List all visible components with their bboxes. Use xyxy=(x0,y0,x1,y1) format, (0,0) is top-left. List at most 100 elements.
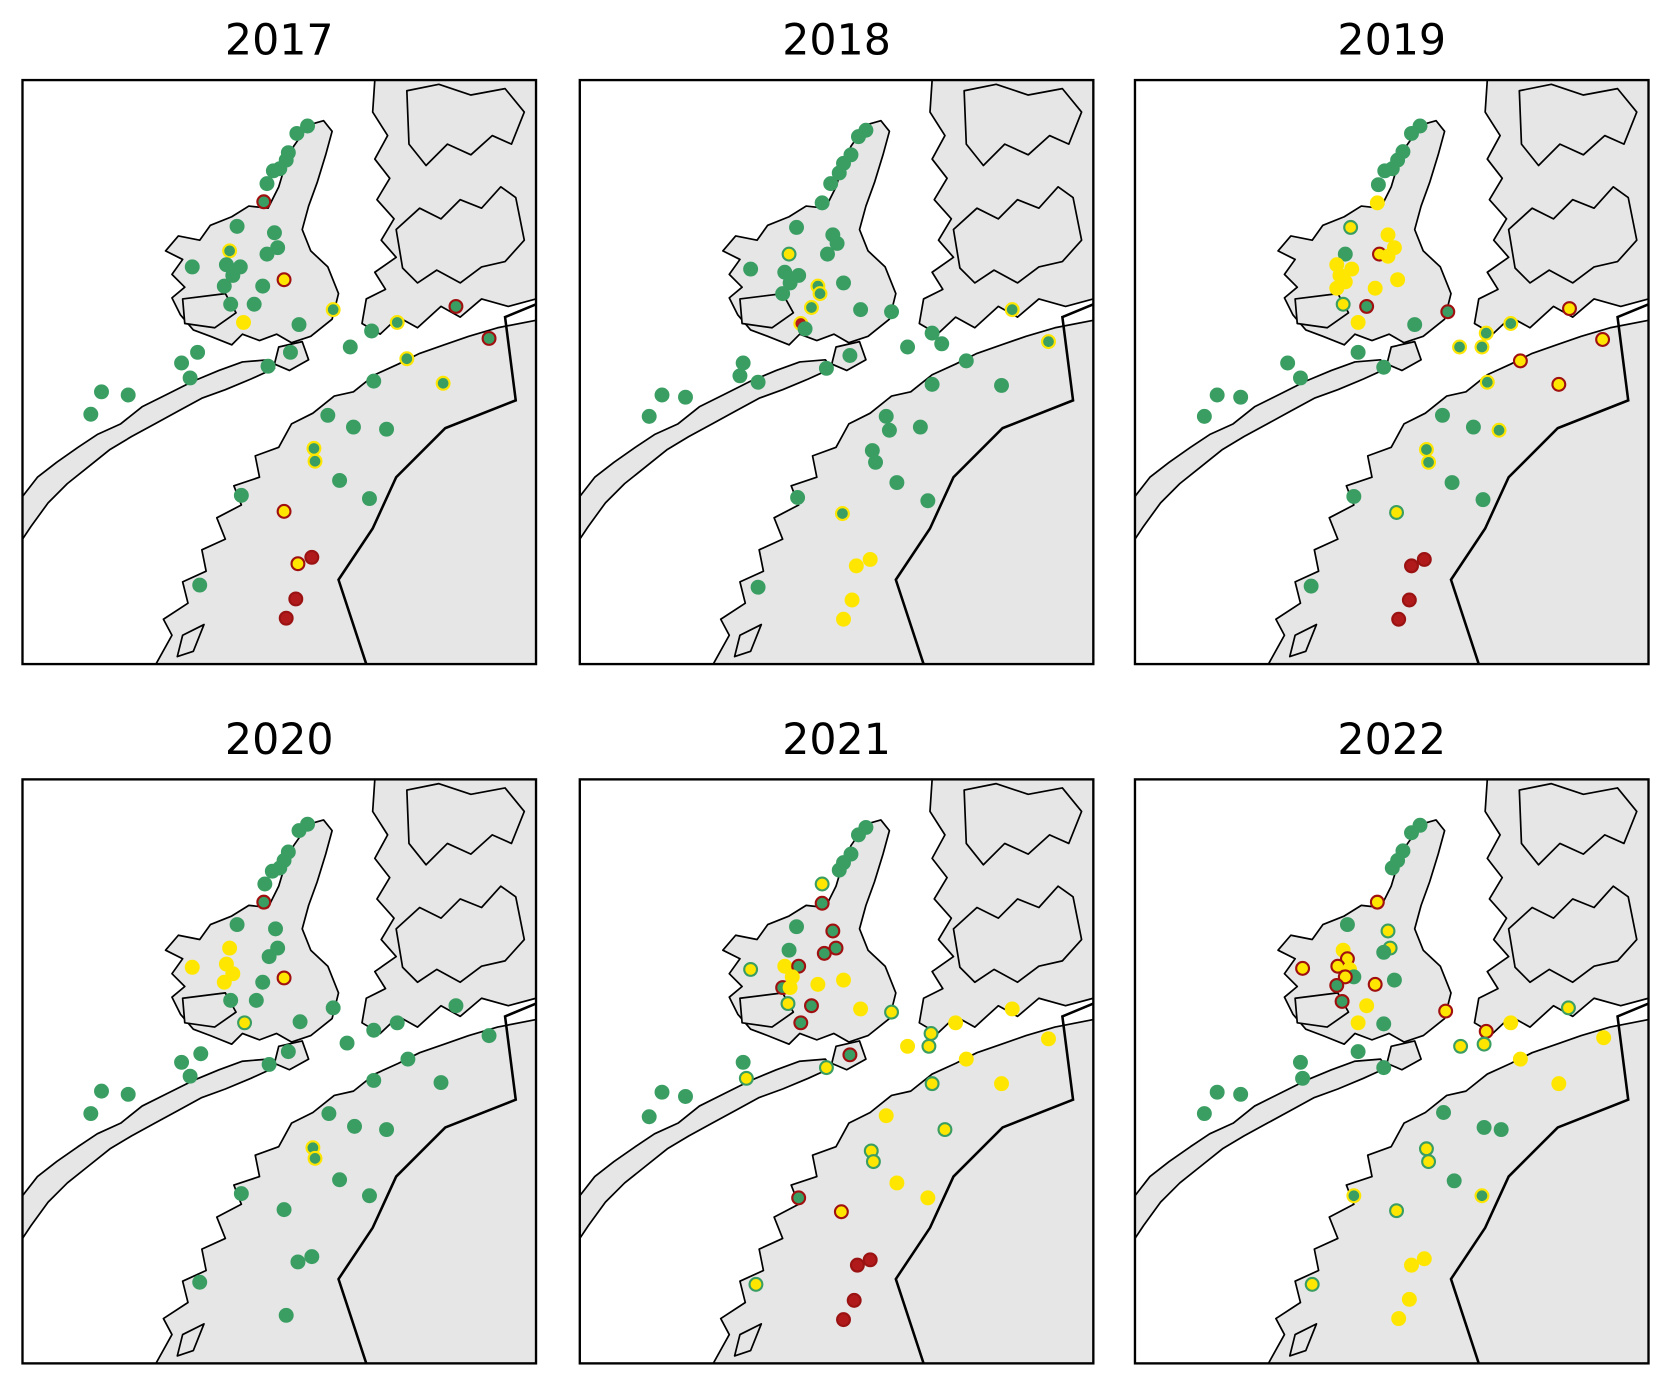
site-marker xyxy=(1493,1122,1509,1138)
site-marker xyxy=(920,1190,936,1206)
site-marker xyxy=(836,611,851,627)
site-marker xyxy=(389,314,405,330)
site-marker xyxy=(1551,1076,1567,1092)
site-marker xyxy=(937,1122,953,1138)
site-marker xyxy=(1440,304,1456,320)
site-marker xyxy=(225,267,241,283)
site-marker xyxy=(223,296,239,312)
site-marker xyxy=(1233,1086,1249,1102)
site-marker xyxy=(820,246,835,262)
site-marker xyxy=(1337,969,1353,985)
site-marker xyxy=(223,992,239,1008)
site-marker xyxy=(1369,894,1385,910)
site-marker xyxy=(1512,1051,1528,1067)
site-marker xyxy=(1401,592,1417,608)
site-marker xyxy=(868,454,884,470)
site-marker xyxy=(1491,422,1507,438)
panel-frame xyxy=(21,78,538,666)
site-marker xyxy=(325,302,341,318)
site-marker xyxy=(743,961,759,977)
site-marker xyxy=(1416,1251,1432,1267)
site-marker xyxy=(307,453,323,469)
site-marker xyxy=(379,1122,395,1138)
site-marker xyxy=(654,1084,670,1100)
site-marker xyxy=(738,1070,754,1086)
site-marker xyxy=(280,1044,296,1060)
site-marker xyxy=(265,163,281,179)
panel-frame xyxy=(578,778,1095,1365)
site-marker xyxy=(332,1172,348,1188)
site-marker xyxy=(174,1054,190,1070)
site-marker xyxy=(222,243,238,259)
site-marker xyxy=(222,940,238,956)
site-marker xyxy=(782,980,798,996)
site-marker xyxy=(1350,314,1366,330)
site-marker xyxy=(912,419,928,435)
site-marker xyxy=(182,1068,198,1084)
site-marker xyxy=(261,1056,277,1072)
site-marker xyxy=(1359,298,1375,314)
map-clip xyxy=(1134,779,1649,1364)
site-marker xyxy=(278,1307,294,1323)
site-marker xyxy=(1421,1154,1437,1170)
site-marker xyxy=(793,1015,809,1031)
map-panel xyxy=(578,78,1095,666)
site-marker xyxy=(225,966,241,982)
site-marker xyxy=(192,577,208,593)
site-marker xyxy=(814,195,830,211)
site-marker xyxy=(233,1186,249,1202)
site-marker xyxy=(120,1086,136,1102)
site-marker xyxy=(994,1076,1009,1092)
site-marker xyxy=(94,1083,109,1099)
site-marker xyxy=(1434,407,1450,423)
site-marker xyxy=(289,125,305,141)
site-marker xyxy=(934,336,950,352)
site-marker xyxy=(849,1257,865,1273)
site-marker xyxy=(218,257,234,273)
site-marker xyxy=(825,923,841,939)
site-marker xyxy=(184,259,200,275)
site-marker xyxy=(900,339,916,355)
site-marker xyxy=(1478,1023,1494,1039)
site-marker xyxy=(889,1175,905,1191)
site-marker xyxy=(958,1051,974,1067)
site-marker xyxy=(1304,1276,1320,1292)
site-marker xyxy=(836,972,851,988)
map-panel xyxy=(21,78,538,666)
site-marker xyxy=(229,917,245,933)
site-marker xyxy=(781,942,797,958)
site-marker xyxy=(276,1202,292,1218)
site-marker xyxy=(1004,302,1020,318)
site-marker xyxy=(264,863,280,879)
site-marker xyxy=(834,506,850,522)
site-marker xyxy=(865,1154,881,1170)
site-marker xyxy=(1334,993,1350,1009)
site-marker xyxy=(804,998,819,1014)
site-marker xyxy=(1004,1001,1020,1017)
site-marker xyxy=(1329,977,1345,993)
site-marker xyxy=(1196,408,1212,424)
site-marker xyxy=(304,1249,320,1265)
site-marker xyxy=(256,194,272,210)
panel-frame xyxy=(1133,778,1650,1365)
site-marker xyxy=(924,325,940,341)
site-marker xyxy=(836,1312,851,1328)
site-marker xyxy=(750,579,766,595)
site-marker xyxy=(1474,339,1490,355)
site-marker xyxy=(261,949,277,965)
site-marker xyxy=(389,1015,405,1031)
map-panel xyxy=(1133,778,1650,1365)
site-marker xyxy=(923,1026,939,1041)
site-marker xyxy=(1391,1311,1407,1327)
site-marker xyxy=(174,355,190,371)
site-marker xyxy=(789,219,805,235)
panel-title: 2022 xyxy=(1337,715,1446,765)
site-marker xyxy=(921,1038,937,1054)
site-marker xyxy=(862,551,878,567)
site-marker xyxy=(345,419,361,435)
site-marker xyxy=(366,373,382,389)
site-marker xyxy=(678,389,693,405)
site-marker xyxy=(306,440,322,456)
site-marker xyxy=(1421,454,1437,470)
site-marker xyxy=(1380,227,1396,243)
